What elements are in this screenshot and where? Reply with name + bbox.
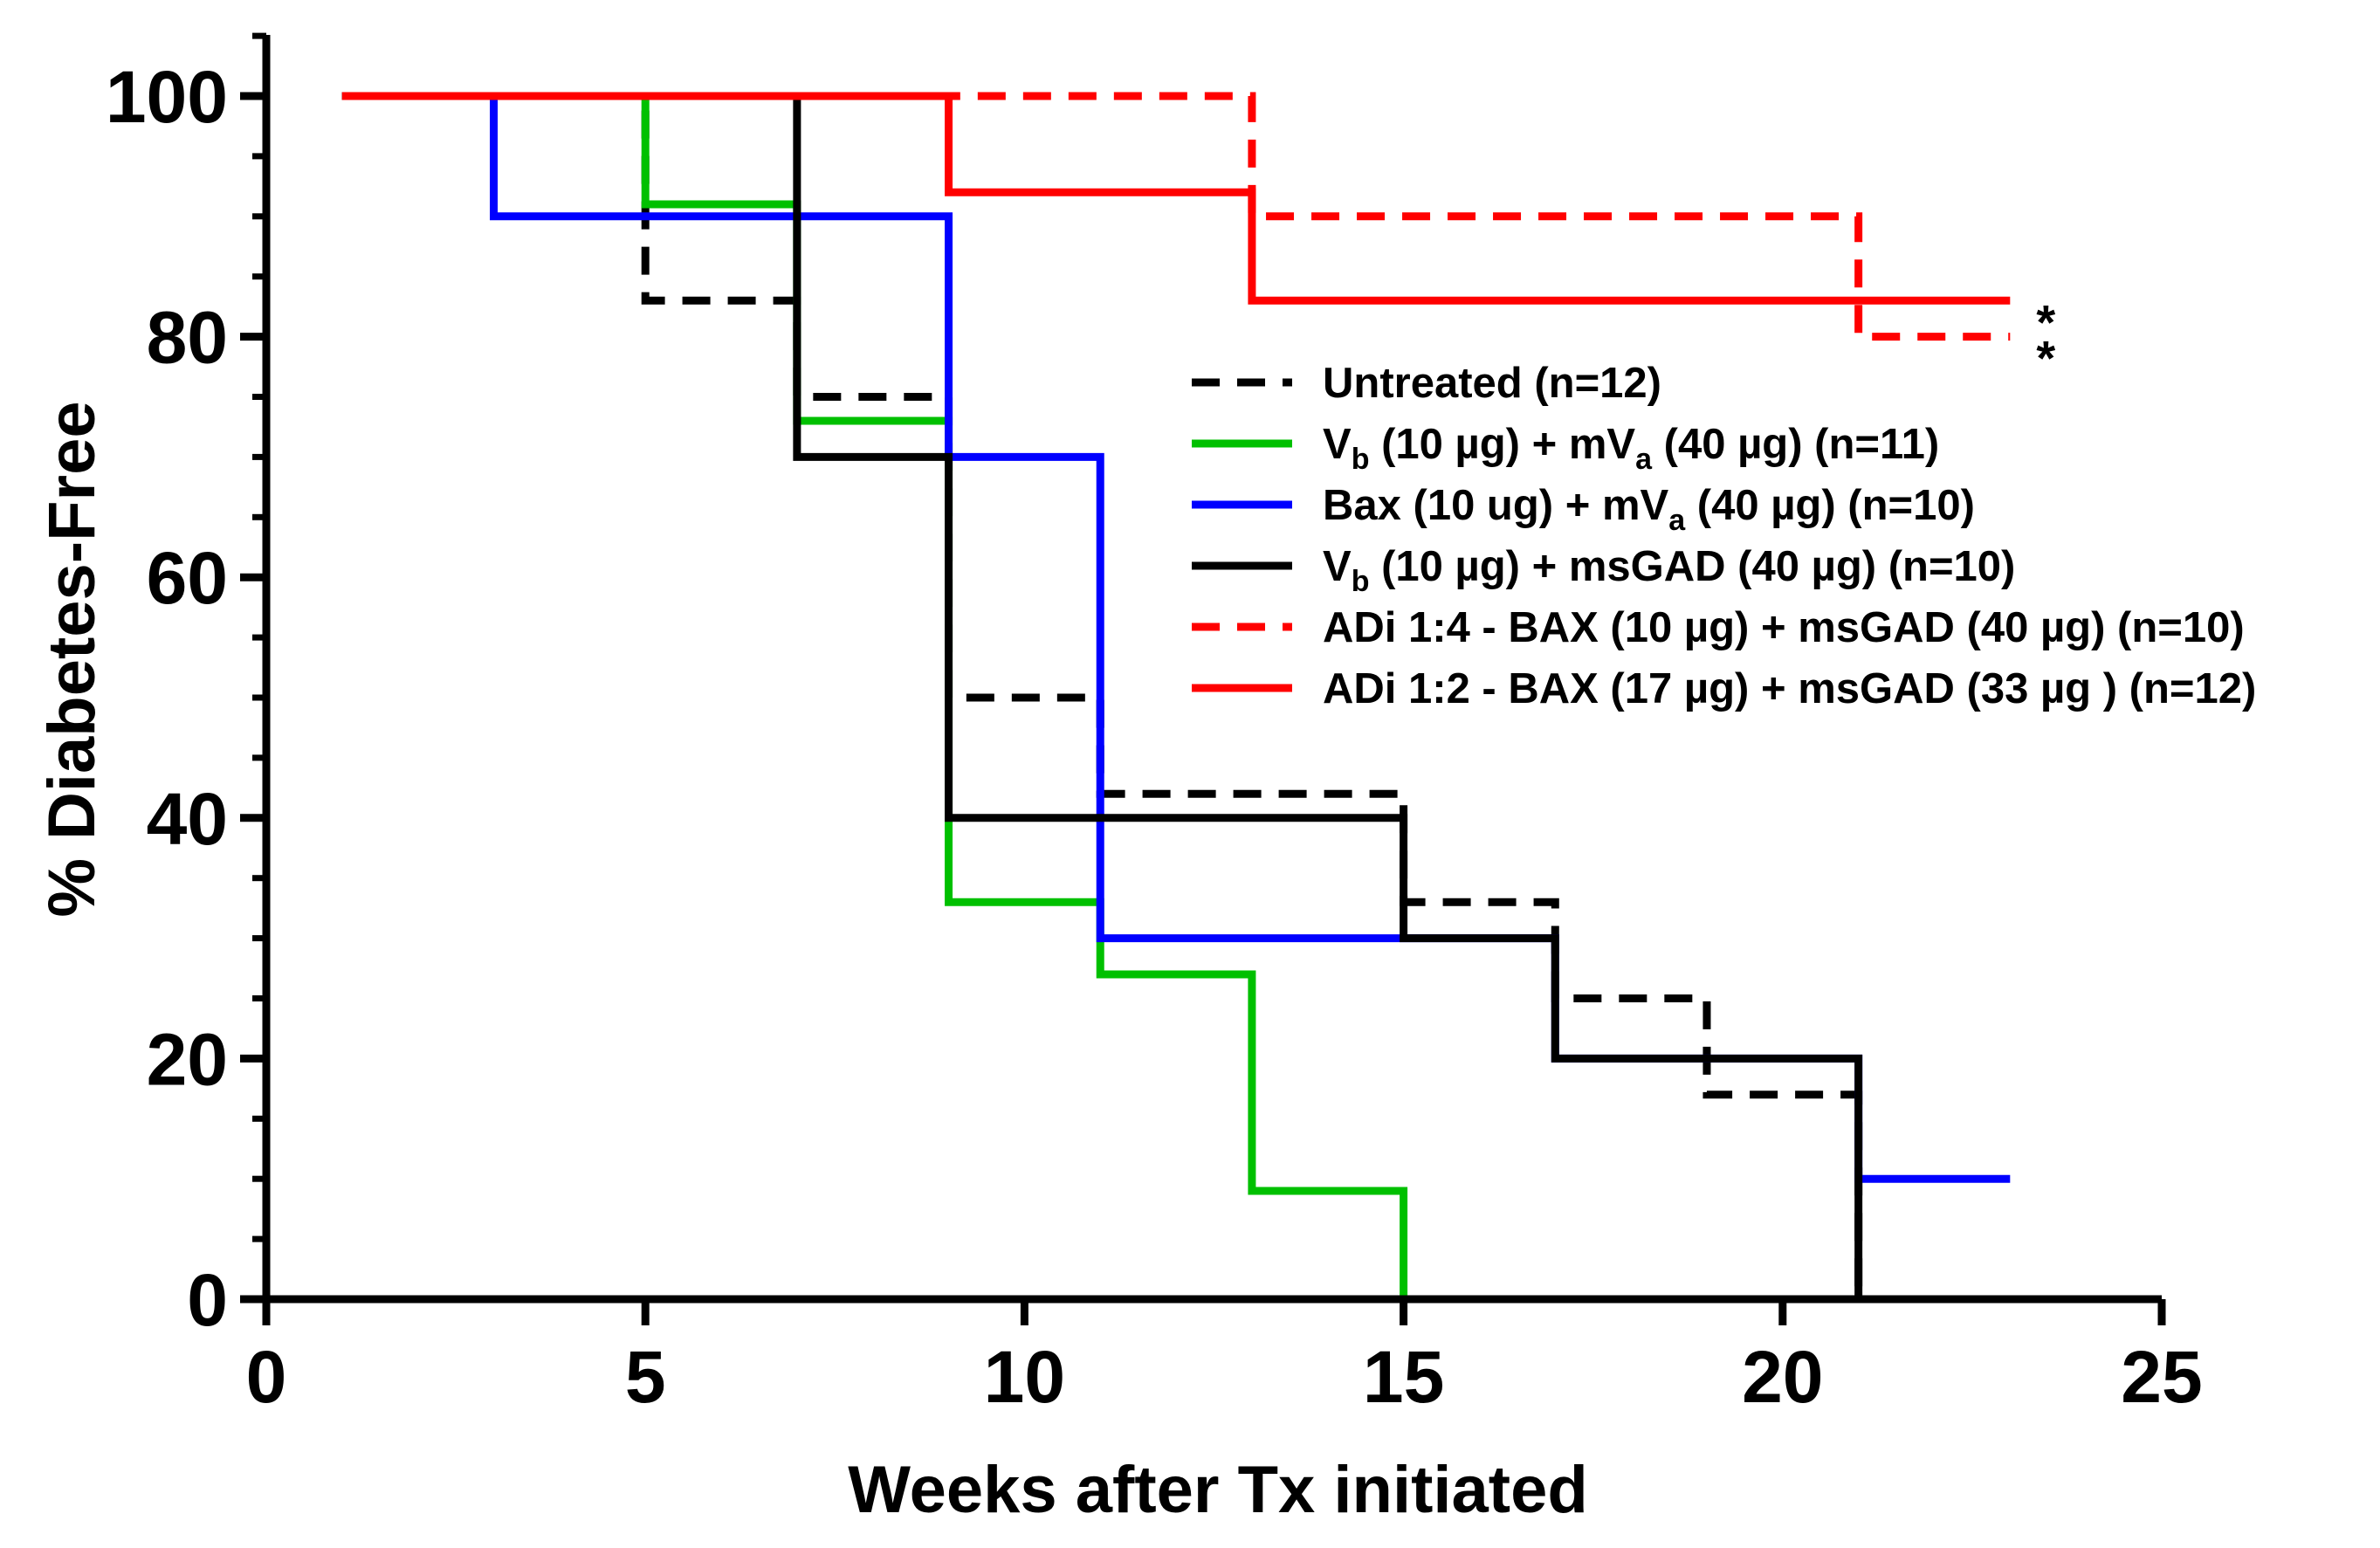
y-tick-label: 0 [187,1259,228,1341]
y-tick-label: 100 [106,56,228,138]
legend-text-part: Untreated (n=12) [1323,360,1661,407]
legend-label: Bax (10 ug) + mVa (40 µg) (n=10) [1323,482,1975,537]
y-tick-label: 60 [147,537,228,619]
y-tick-label: 80 [147,297,228,379]
series-line-5 [341,92,2011,305]
legend-text-part: V [1323,543,1352,590]
x-tick-label: 5 [625,1336,666,1418]
x-tick-label: 25 [2121,1336,2202,1418]
significance-marker: * [2036,294,2055,349]
legend-subscript: b [1352,443,1370,476]
legend-text-part: V [1323,421,1352,468]
legend-text-part: ADi 1:2 - BAX (17 µg) + msGAD (33 µg ) (… [1323,665,2256,712]
y-tick-label: 20 [147,1018,228,1100]
x-axis-title: Weeks after Tx initiated [848,1453,1588,1527]
y-axis-title: % Diabetes-Free [35,401,109,917]
legend-label: Vb (10 µg) + msGAD (40 µg) (n=10) [1323,543,2015,598]
x-tick-label: 10 [984,1336,1065,1418]
legend-subscript: a [1668,504,1686,537]
series-layer: ** [341,92,2055,1299]
series-line-4 [341,92,2011,341]
legend-subscript: b [1352,565,1370,598]
legend-label: ADi 1:4 - BAX (10 µg) + msGAD (40 µg) (n… [1323,604,2245,651]
legend-text-part: Bax (10 ug) + mV [1323,482,1669,529]
legend-text-part: (10 µg) + mV [1369,421,1635,468]
series-line-3 [341,92,1863,1299]
legend-label: Untreated (n=12) [1323,360,1661,407]
legend: Untreated (n=12)Vb (10 µg) + mVa (40 µg)… [1192,360,2256,712]
axes-layer: 0 20 40 60 80 100 0 5 10 15 20 25 [106,32,2203,1418]
legend-label: ADi 1:2 - BAX (17 µg) + msGAD (33 µg ) (… [1323,665,2256,712]
series-line-1 [341,92,1408,1299]
legend-text-part: (10 µg) + msGAD (40 µg) (n=10) [1369,543,2015,590]
x-tick-label: 0 [246,1336,287,1418]
legend-text-part: (40 µg) (n=11) [1652,421,1939,468]
legend-subscript: a [1635,443,1653,476]
significance-marker: * [2036,331,2055,386]
y-tick-label: 40 [147,778,228,860]
legend-text-part: ADi 1:4 - BAX (10 µg) + msGAD (40 µg) (n… [1323,604,2245,651]
x-tick-label: 15 [1363,1336,1444,1418]
legend-label: Vb (10 µg) + mVa (40 µg) (n=11) [1323,421,1939,476]
x-tick-label: 20 [1742,1336,1823,1418]
legend-text-part: (40 µg) (n=10) [1685,482,1975,529]
